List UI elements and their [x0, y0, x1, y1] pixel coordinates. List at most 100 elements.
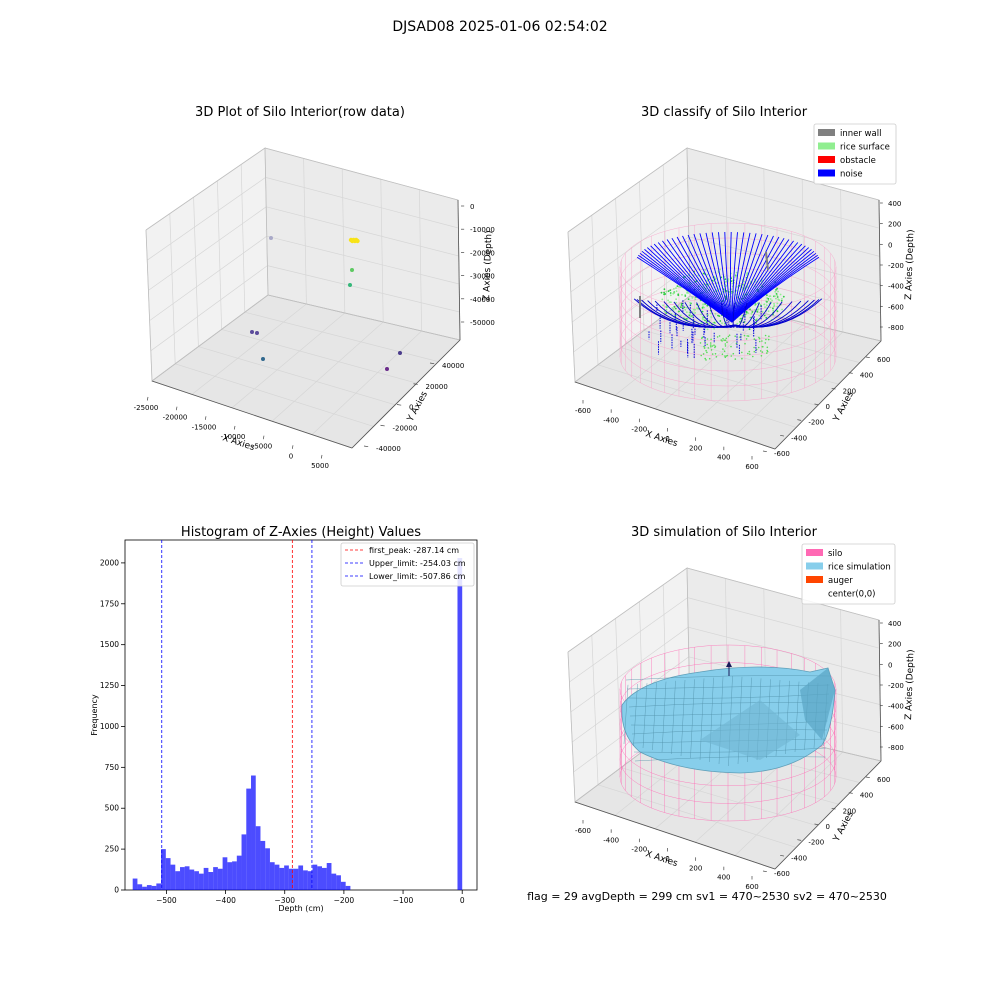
histogram-y-tick-label: 250 [105, 845, 120, 854]
histogram-bar [346, 886, 351, 890]
rice-surface-point [706, 274, 708, 276]
histogram-bar [171, 865, 176, 890]
rice-surface-point [751, 313, 753, 315]
rice-surface-point [676, 290, 678, 292]
histogram-bar [218, 869, 223, 890]
rice-surface-point [684, 306, 686, 308]
simulation-legend-label: auger [828, 576, 853, 586]
rice-surface-point [722, 338, 724, 340]
rice-surface-point [749, 353, 751, 355]
rice-surface-point [775, 298, 777, 300]
rice-surface-point [712, 345, 714, 347]
rice-surface-point [705, 350, 707, 352]
rice-surface-point [768, 336, 770, 338]
histogram-x-tick-label: −100 [393, 896, 414, 905]
raw-y-label: -20000 [393, 424, 418, 432]
rice-surface-point [694, 312, 696, 314]
rice-surface-point [746, 272, 748, 274]
simulation-legend-swatch [806, 590, 823, 597]
raw-x-tick [147, 397, 148, 401]
raw-x-tick [321, 455, 322, 459]
classify-y-label: -600 [774, 450, 790, 458]
rice-surface-point [746, 338, 748, 340]
simulation-z-label: -800 [888, 744, 904, 752]
classify-legend-label: rice surface [840, 143, 890, 153]
classify-plot-ylabel: Y Axies [831, 390, 856, 425]
rice-surface-point [765, 317, 767, 319]
histogram-bar [251, 776, 256, 890]
rice-surface-point [673, 306, 675, 308]
rice-surface-point [758, 315, 760, 317]
rice-surface-point [719, 335, 721, 337]
rice-surface-point [704, 347, 706, 349]
rice-surface-point [772, 308, 774, 310]
rice-surface-point [744, 343, 746, 345]
histogram-legend-label: Upper_limit: -254.03 cm [369, 559, 466, 568]
rice-surface-point [773, 305, 775, 307]
rice-surface-point [757, 309, 759, 311]
raw-x-label: -20000 [163, 414, 188, 422]
rice-surface-point [725, 345, 727, 347]
classify-legend-swatch [818, 129, 835, 136]
classify-y-tick [763, 451, 767, 452]
rice-surface-point [741, 358, 743, 360]
histogram-plot: Histogram of Z-Axies (Height) Values −50… [90, 525, 477, 913]
rice-surface-point [770, 298, 772, 300]
histogram-bar [194, 871, 199, 890]
rice-surface-point [675, 302, 677, 304]
rice-surface-point [664, 293, 666, 295]
rice-surface-point [677, 285, 679, 287]
classify-y-label: 0 [826, 403, 830, 411]
simulation-y-tick [866, 777, 870, 778]
rice-surface-point [749, 351, 751, 353]
rice-surface-point [710, 316, 712, 318]
rice-surface-point [721, 322, 723, 324]
rice-surface-point [783, 296, 785, 298]
rice-surface-point [673, 292, 675, 294]
rice-surface-point [680, 306, 682, 308]
rice-surface-point [776, 293, 778, 295]
histogram-bar [298, 865, 303, 890]
rice-surface-point [693, 309, 695, 311]
rice-surface-point [709, 358, 711, 360]
rice-surface-point [724, 350, 726, 352]
rice-surface-point [715, 313, 717, 315]
simulation-legend-label: silo [828, 549, 842, 559]
histogram-bar [327, 863, 332, 890]
histogram-bar [265, 848, 270, 890]
rice-surface-point [714, 347, 716, 349]
rice-surface-point [710, 339, 712, 341]
rice-surface-point [717, 336, 719, 338]
rice-surface-point [713, 344, 715, 346]
rice-surface-point [735, 358, 737, 360]
rice-surface-point [765, 342, 767, 344]
rice-surface-point [707, 338, 709, 340]
raw-z-label: 0 [470, 203, 474, 211]
classify-y-label: -400 [791, 434, 807, 442]
rice-surface-point [762, 311, 764, 313]
classify-z-label: -800 [888, 324, 904, 332]
raw-data-3d-plot: 3D Plot of Silo Interior(row data) -2500… [134, 105, 495, 470]
rice-surface-point [770, 295, 772, 297]
histogram-legend-label: first_peak: -287.14 cm [369, 546, 459, 555]
simulation-legend-swatch [806, 549, 823, 556]
rice-surface-point [761, 340, 763, 342]
classify-legend-label: inner wall [840, 129, 881, 139]
rice-surface-point [725, 343, 727, 345]
rice-surface-point [752, 356, 754, 358]
classify-x-label: 400 [717, 454, 730, 462]
raw-z-label: -50000 [470, 319, 495, 327]
classify-3d-plot: 3D classify of Silo Interior -600-400-20… [568, 105, 916, 471]
rice-surface-point [760, 350, 762, 352]
histogram-y-tick-label: 1000 [100, 722, 119, 731]
rice-surface-point [694, 298, 696, 300]
histogram-bar [317, 866, 322, 890]
histogram-bar [175, 871, 180, 890]
histogram-bar [275, 865, 280, 890]
simulation-y-label: -600 [774, 870, 790, 878]
classify-x-label: -400 [603, 416, 619, 424]
rice-surface-point [781, 298, 783, 300]
raw-x-tick [176, 407, 177, 411]
raw-x-tick [234, 426, 235, 430]
rice-surface-point [708, 347, 710, 349]
